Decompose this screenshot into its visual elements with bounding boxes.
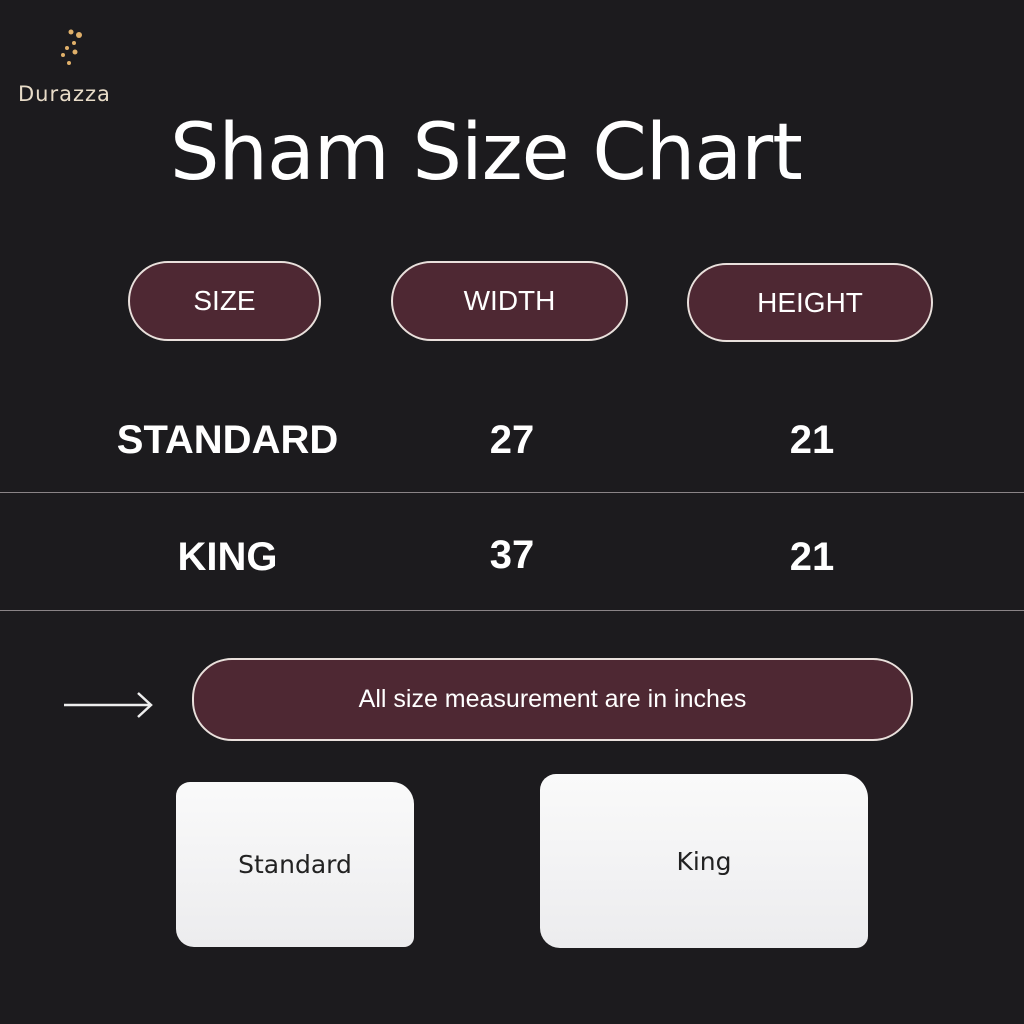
row-standard-height: 21 <box>789 418 835 462</box>
row-standard-size: STANDARD <box>116 418 339 462</box>
brand-name: Durazza <box>18 82 111 106</box>
units-note: All size measurement are in inches <box>192 658 913 741</box>
header-width: WIDTH <box>391 261 628 341</box>
pillow-king-label: King <box>676 846 732 876</box>
page-title: Sham Size Chart <box>170 108 803 198</box>
row-king-width: 37 <box>489 533 535 577</box>
pillow-king: King <box>540 774 868 948</box>
pillow-standard: Standard <box>176 782 414 947</box>
row-king-size: KING <box>177 535 278 579</box>
header-height: HEIGHT <box>687 263 933 342</box>
crescent-moon-stars-icon <box>52 29 82 70</box>
arrow-right-icon <box>64 692 153 718</box>
row-divider <box>0 492 1024 493</box>
row-divider <box>0 610 1024 611</box>
header-size: SIZE <box>128 261 321 341</box>
row-standard-width: 27 <box>489 418 535 462</box>
row-king-height: 21 <box>789 535 835 579</box>
pillow-standard-label: Standard <box>238 850 352 879</box>
brand-logo <box>40 24 90 79</box>
